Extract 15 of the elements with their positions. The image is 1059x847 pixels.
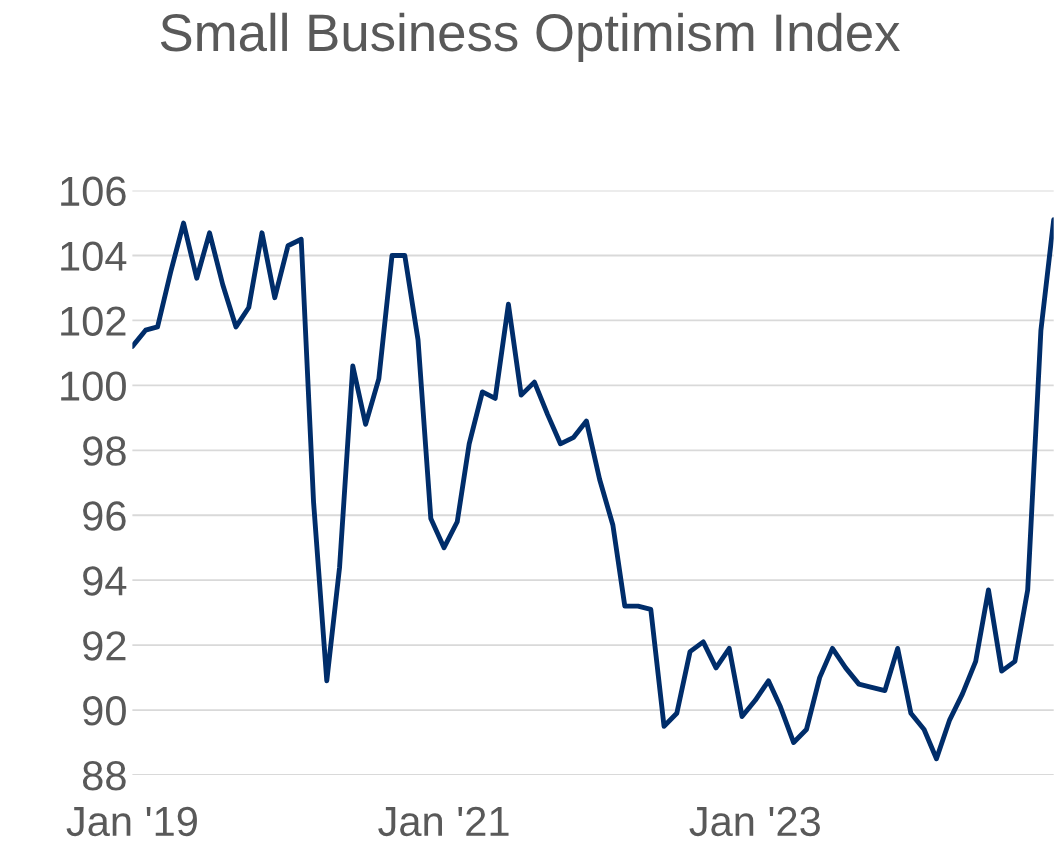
chart-title: Small Business Optimism Index [160,12,900,62]
y-tick-label: 102 [61,306,126,336]
y-tick-label: 104 [61,241,127,272]
x-tick-label: Jan '21 [378,806,509,837]
line-series [132,217,1054,762]
y-tick-label: 100 [61,371,126,401]
y-tick-label: 92 [83,631,126,661]
y-tick-label: 98 [83,436,126,466]
y-tick-label: 106 [61,176,126,207]
y-tick-label: 88 [82,761,126,791]
y-tick-label: 96 [83,501,126,531]
x-tick-label: Jan '23 [689,806,820,837]
y-tick-label: 90 [83,696,126,726]
y-tick-label: 94 [83,566,127,596]
x-tick-label: Jan '19 [66,806,197,837]
